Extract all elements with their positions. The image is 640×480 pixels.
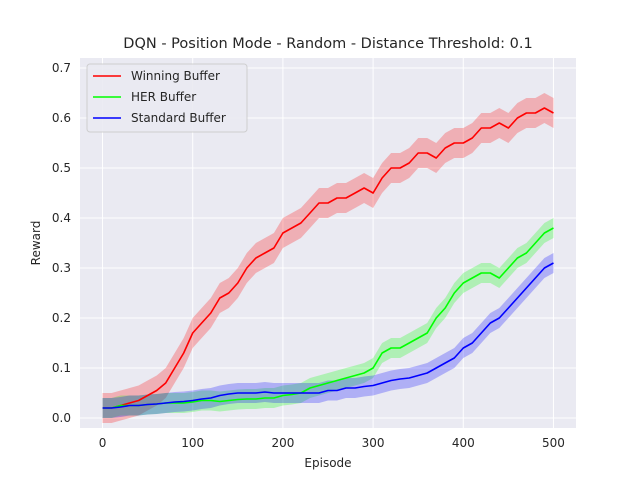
y-tick-label: 0.5 <box>52 161 71 175</box>
standard-buffer-band <box>102 253 554 418</box>
x-axis-label: Episode <box>304 456 351 470</box>
x-tick-label: 0 <box>99 436 107 450</box>
y-tick-label: 0.1 <box>52 361 71 375</box>
legend-label-standard: Standard Buffer <box>131 111 226 125</box>
her-buffer-line <box>102 227 554 409</box>
legend-label-winning: Winning Buffer <box>131 69 220 83</box>
x-tick-label: 400 <box>452 436 475 450</box>
y-tick-label: 0.2 <box>52 311 71 325</box>
x-tick-label: 100 <box>181 436 204 450</box>
her-buffer-band <box>102 218 554 418</box>
x-tick-label: 500 <box>542 436 565 450</box>
winning-buffer-line <box>102 107 554 409</box>
y-tick-label: 0.7 <box>52 61 71 75</box>
x-tick-label: 200 <box>271 436 294 450</box>
standard-buffer-line <box>102 262 554 409</box>
winning-buffer-band <box>102 93 554 423</box>
x-tick-label: 300 <box>362 436 385 450</box>
y-tick-label: 0.4 <box>52 211 71 225</box>
y-tick-label: 0.6 <box>52 111 71 125</box>
tick-labels: 0 100 200 300 400 500 0.0 0.1 0.2 0.3 0.4 0.5 0.6 0.7 <box>52 61 565 450</box>
chart-title: DQN - Position Mode - Random - Distance … <box>123 36 532 52</box>
legend-label-her: HER Buffer <box>131 90 196 104</box>
series-lines <box>102 107 554 409</box>
y-axis-label: Reward <box>29 221 43 266</box>
grid-lines <box>80 58 576 428</box>
confidence-bands <box>102 93 554 423</box>
legend: Winning Buffer HER Buffer Standard Buffe… <box>86 63 248 133</box>
legend-box <box>86 63 248 133</box>
y-tick-label: 0.3 <box>52 261 71 275</box>
y-tick-label: 0.0 <box>52 411 71 425</box>
